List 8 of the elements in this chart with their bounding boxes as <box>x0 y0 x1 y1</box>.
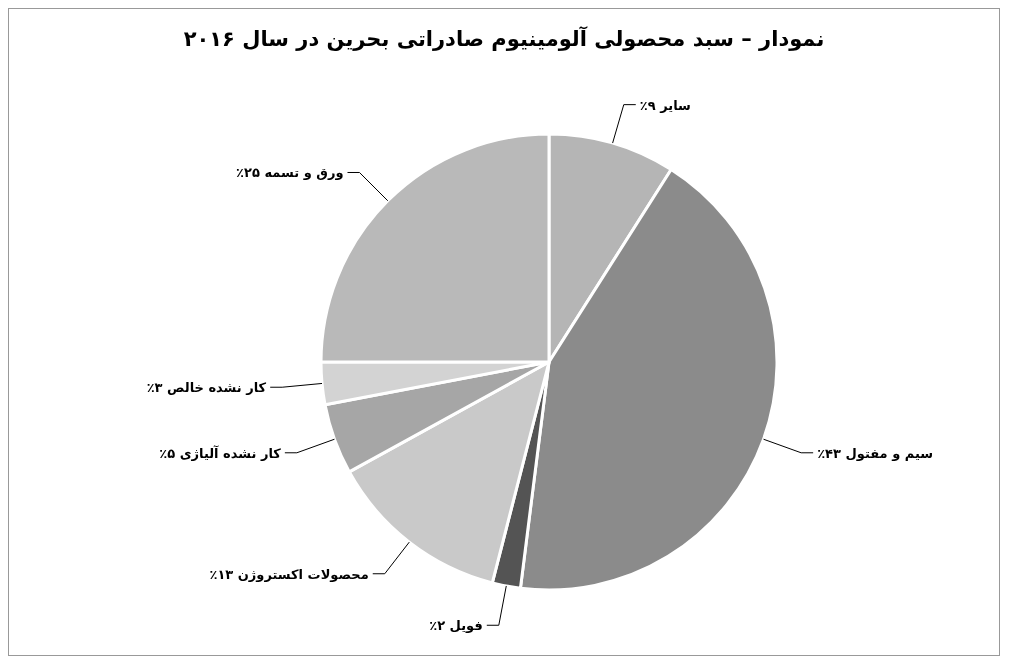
slice-label: سایر ۹٪ <box>639 97 691 113</box>
slice-label: کار نشده آلیاژی ۵٪ <box>159 444 282 461</box>
chart-title: نمودار – سبد محصولی آلومینیوم صادراتی بحرین در سال ۲۰۱۶ <box>182 25 826 53</box>
slice-label: ورق و تسمه ۲۵٪ <box>236 165 344 181</box>
slice-label: محصولات اکستروژن ۱۳٪ <box>209 566 369 582</box>
slice-label: فویل ۲٪ <box>429 618 483 634</box>
slice-label: سیم و مفتول ۴۳٪ <box>817 445 934 461</box>
slice-label: کار نشده خالص ۳٪ <box>146 380 267 396</box>
